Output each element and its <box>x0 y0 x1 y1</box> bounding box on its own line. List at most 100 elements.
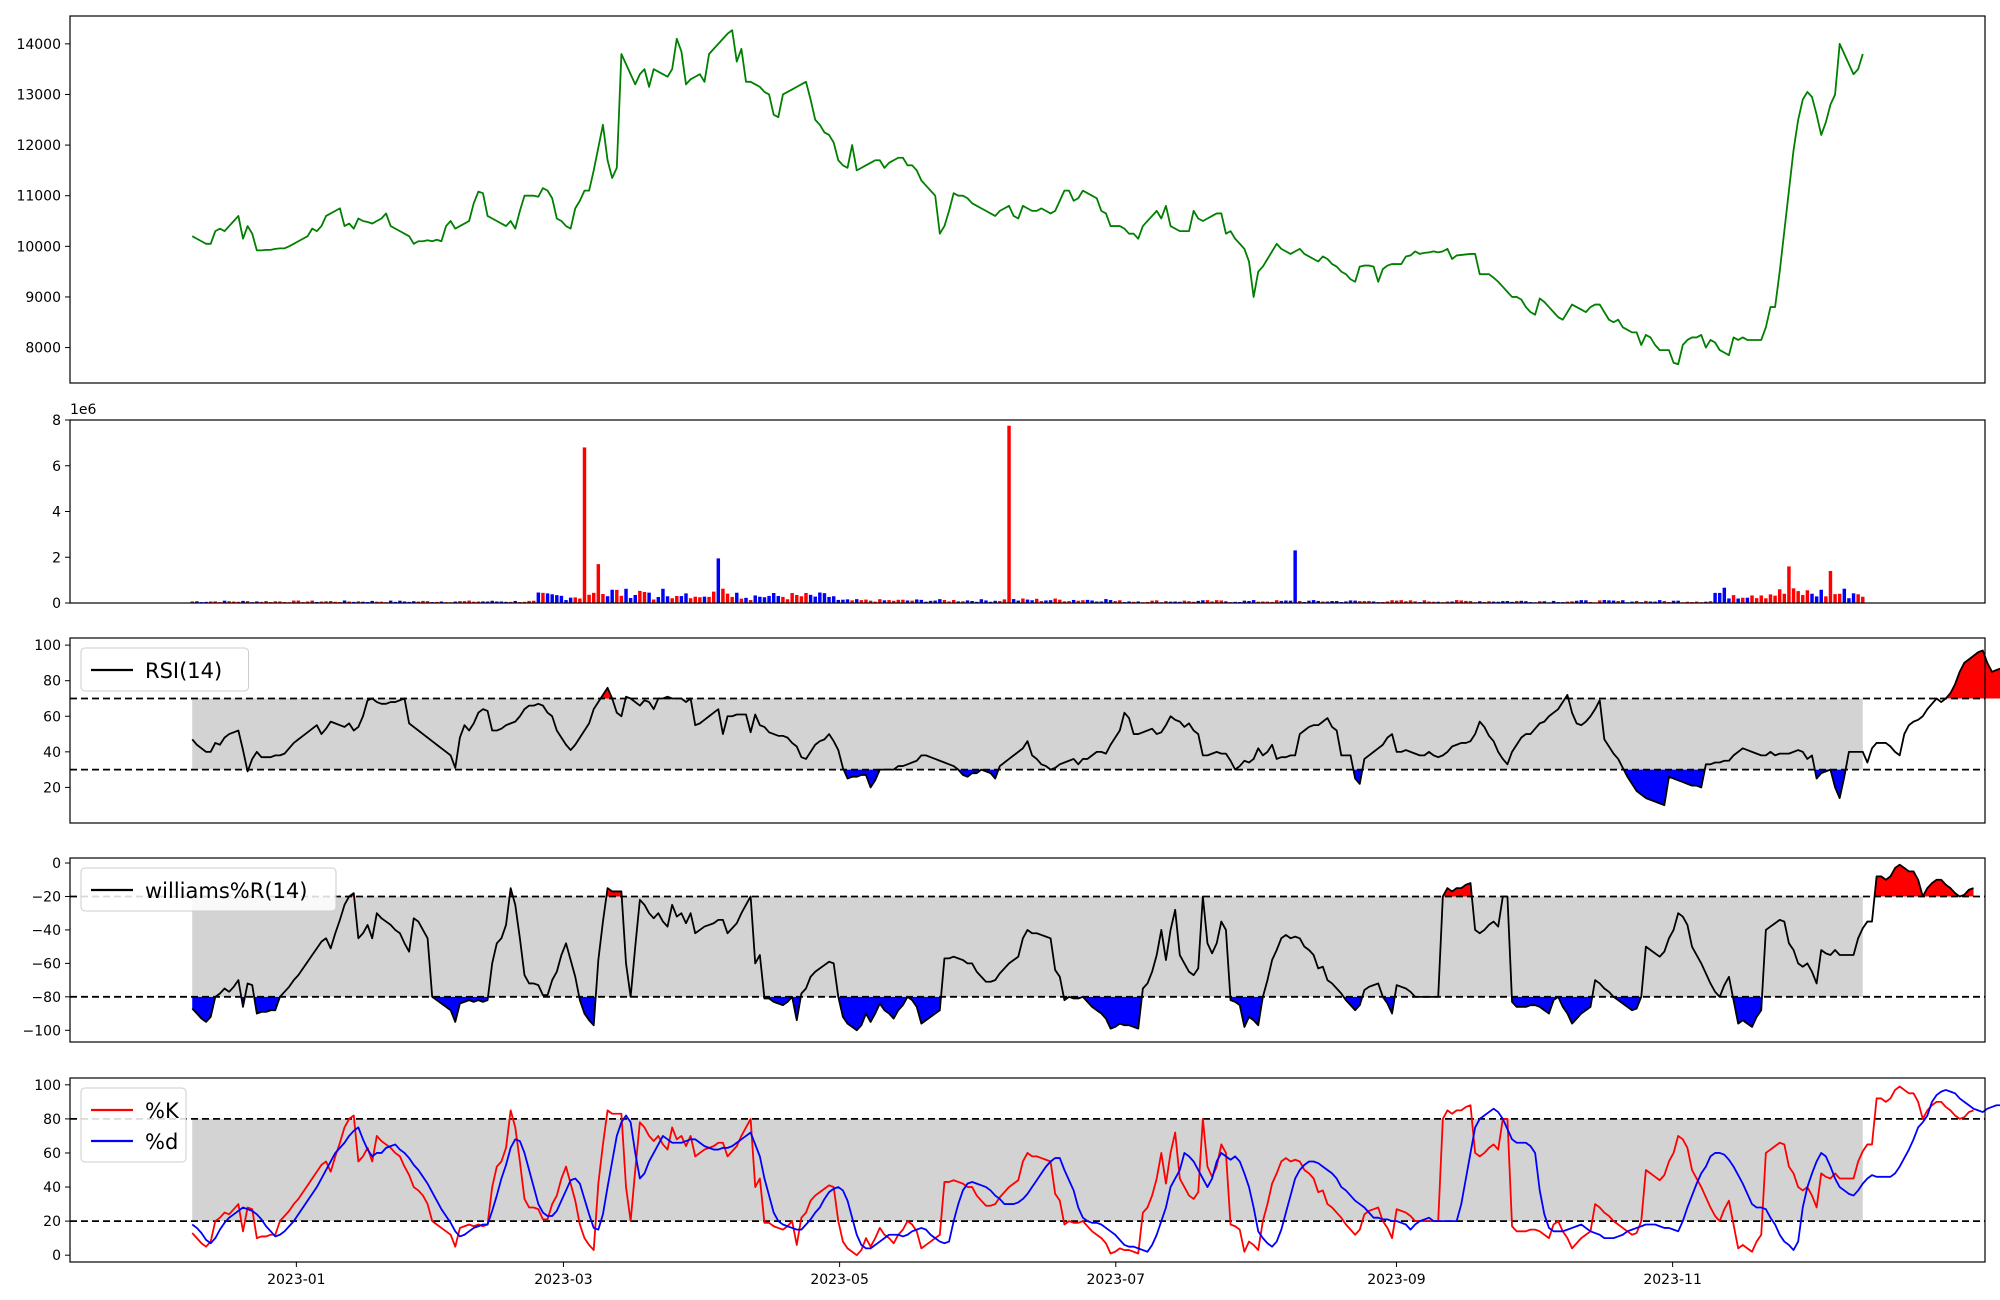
volume-bar <box>550 594 554 603</box>
volume-bar <box>1090 600 1094 603</box>
williams-ytick-label: −20 <box>31 889 61 905</box>
volume-bar <box>278 601 282 603</box>
volume-bar <box>1824 596 1828 603</box>
volume-bar <box>1348 600 1353 603</box>
volume-bar <box>587 594 591 603</box>
volume-bar <box>1385 601 1390 603</box>
volume-bar <box>1741 597 1745 603</box>
rsi-band <box>192 698 1863 770</box>
volume-bar <box>1058 599 1062 603</box>
volume-bar <box>319 601 324 603</box>
volume-bar <box>804 593 808 603</box>
volume-bar <box>615 589 619 603</box>
volume-bar <box>1551 600 1556 603</box>
volume-bar <box>213 601 218 603</box>
x-tick-label: 2023-03 <box>534 1272 593 1288</box>
volume-bar <box>1621 600 1625 603</box>
volume-bar <box>841 599 845 603</box>
stochastic-ytick-label: 0 <box>52 1248 61 1264</box>
volume-bar <box>1598 600 1602 603</box>
volume-bar <box>1307 600 1311 603</box>
volume-bar <box>1491 601 1496 603</box>
volume-bar <box>1371 601 1376 603</box>
volume-bar <box>790 593 794 603</box>
volume-bar <box>624 588 628 603</box>
volume-bar <box>919 599 924 603</box>
volume-bar <box>970 600 974 603</box>
volume-bar <box>1071 599 1076 603</box>
volume-bar <box>1653 601 1657 603</box>
volume-bar <box>1685 601 1690 603</box>
volume-bar <box>758 596 762 603</box>
williams-legend-label: williams%R(14) <box>145 879 307 903</box>
volume-bar <box>1035 598 1039 603</box>
stochastic-panel: 0 20 40 60 80 100 %K %d <box>34 1077 2000 1264</box>
volume-bar <box>453 601 457 603</box>
volume-bar <box>1362 601 1367 603</box>
volume-bar <box>310 600 314 603</box>
volume-bar <box>1196 600 1200 603</box>
volume-bar <box>1062 601 1067 603</box>
volume-bar <box>665 596 670 603</box>
volume-bar <box>264 601 268 603</box>
williams-oversold-fill <box>432 996 488 1022</box>
volume-bar <box>1150 600 1154 603</box>
volume-bar <box>647 592 651 603</box>
price-line <box>191 29 1864 366</box>
volume-bar <box>1644 600 1648 603</box>
williams-oversold-fill <box>192 996 216 1022</box>
rsi-panel-frame <box>69 637 1986 824</box>
volume-bar <box>1764 598 1768 603</box>
volume-bar <box>1694 601 1699 603</box>
volume-bar <box>1459 600 1464 603</box>
volume-bar <box>370 600 374 603</box>
volume-bar <box>1247 600 1251 603</box>
volume-bar <box>1611 600 1616 603</box>
williams-band <box>192 896 1863 997</box>
volume-bar <box>1279 600 1284 603</box>
volume-bar <box>910 600 914 603</box>
rsi-line <box>191 649 2000 807</box>
volume-bar <box>1085 599 1090 603</box>
price-ytick-label: 8000 <box>25 341 61 357</box>
volume-bar <box>1750 595 1754 603</box>
volume-bar <box>412 601 416 603</box>
volume-bar <box>767 595 771 603</box>
volume-bar <box>467 600 471 603</box>
volume-bar <box>827 596 831 603</box>
stochastic-ytick-label: 60 <box>43 1146 61 1162</box>
rsi-ytick-label: 60 <box>43 709 61 725</box>
volume-bar <box>458 601 462 603</box>
volume-bar <box>1671 600 1676 603</box>
volume-bar <box>1773 595 1777 603</box>
volume-bar <box>721 588 725 603</box>
volume-bar <box>1454 600 1459 603</box>
volume-bar <box>1316 600 1320 603</box>
volume-bar <box>1759 595 1763 603</box>
volume-bar <box>1791 588 1796 603</box>
volume-bar <box>1284 600 1288 603</box>
volume-ytick-label: 8 <box>52 413 61 429</box>
volume-bar <box>707 596 711 603</box>
volume-bar <box>1538 601 1542 603</box>
williams-oversold-fill <box>579 996 596 1026</box>
price-ytick-label: 10000 <box>16 239 61 255</box>
volume-bar <box>601 594 605 603</box>
volume-bar <box>1436 601 1440 603</box>
volume-bar <box>1094 601 1099 603</box>
volume-bar <box>559 595 564 603</box>
volume-bar <box>499 601 504 603</box>
price-ytick-label: 9000 <box>25 290 61 306</box>
volume-bar <box>901 599 905 603</box>
volume-bar <box>762 597 767 603</box>
volume-bar <box>245 601 250 603</box>
volume-bar <box>208 601 213 603</box>
volume-bar <box>896 599 901 603</box>
volume-bar <box>1099 601 1104 603</box>
williams-panel: 0 −20 −40 −60 −80 −100 williams%R(14) <box>23 856 1986 1043</box>
volume-bar <box>1427 601 1431 603</box>
volume-bar <box>1321 601 1325 603</box>
williams-legend-box <box>80 867 337 912</box>
volume-bar <box>1104 599 1108 603</box>
